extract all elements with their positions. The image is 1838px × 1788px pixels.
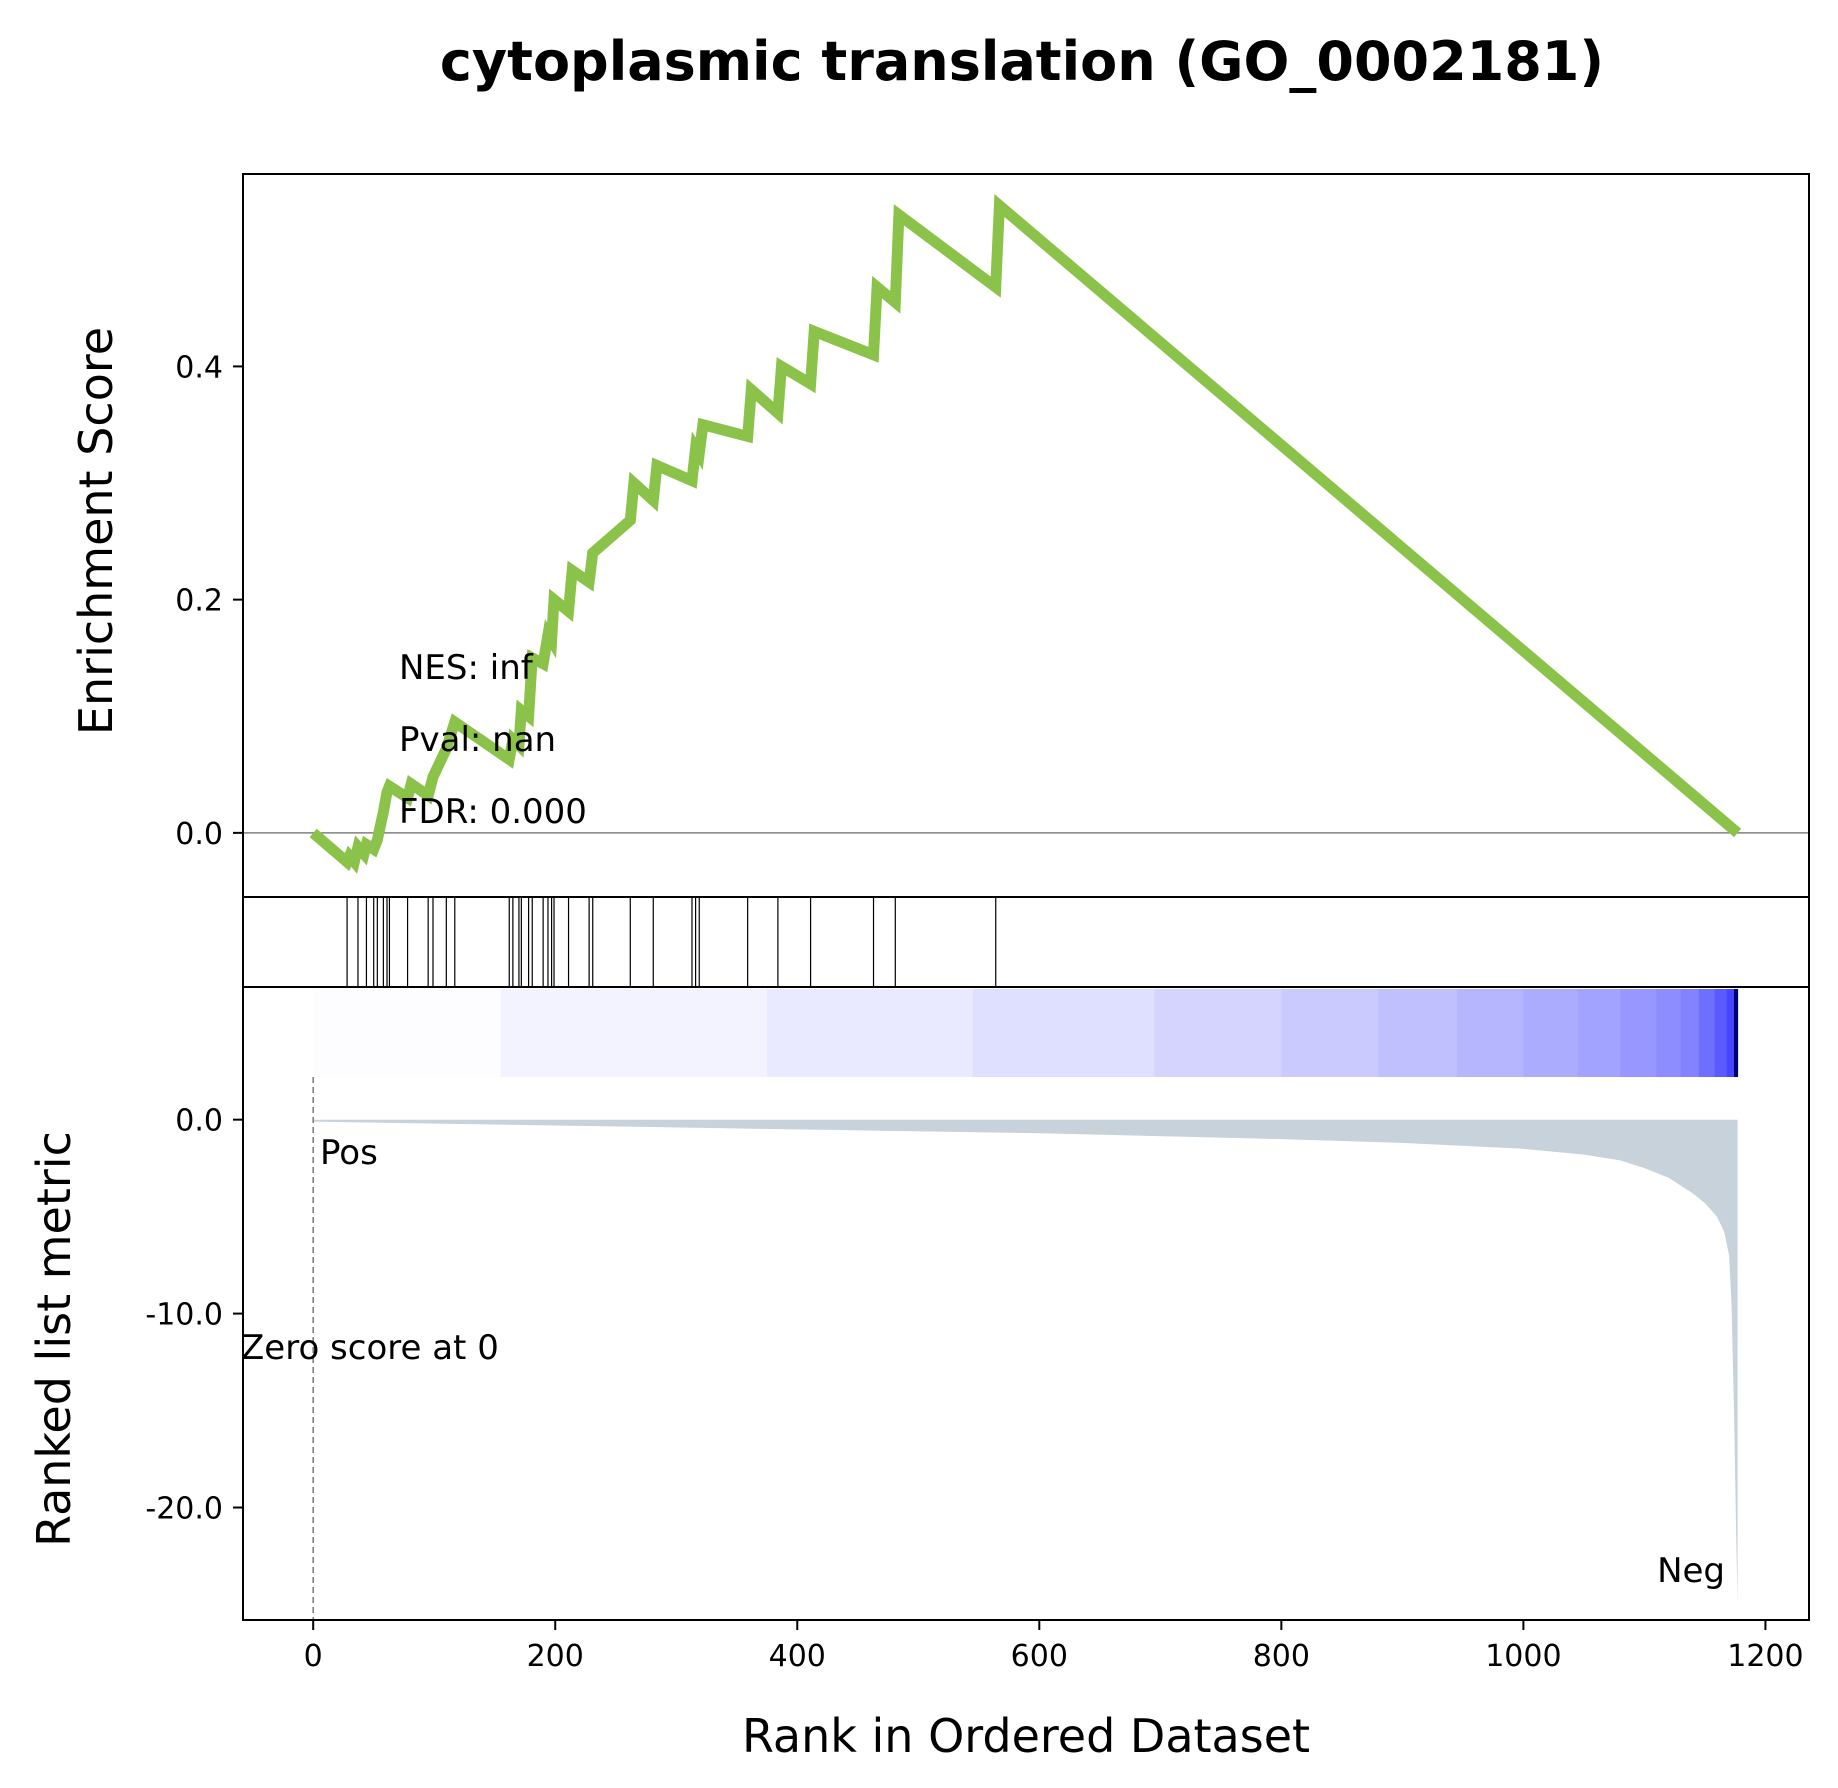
neg-label: Neg — [1657, 1551, 1725, 1591]
es-y-tick-label: 0.2 — [175, 584, 223, 619]
heatmap-segment — [972, 989, 1155, 1077]
heatmap-segment — [1378, 989, 1458, 1077]
fdr-annotation: FDR: 0.000 — [399, 792, 587, 832]
es-y-tick-label: 0.0 — [175, 817, 223, 852]
rm-y-ticks: 0.0 -10.0 -20.0 — [145, 1104, 243, 1527]
x-tick-label: 1000 — [1485, 1639, 1561, 1674]
x-tick-label: 800 — [1253, 1639, 1310, 1674]
heatmap-segment — [1656, 989, 1682, 1077]
heatmap-segment — [313, 989, 502, 1077]
heatmap-segment — [767, 989, 974, 1077]
x-axis-label: Rank in Ordered Dataset — [742, 1709, 1310, 1763]
hits-panel-frame — [242, 896, 1810, 988]
enrichment-panel: 0.00.20.4 NES: inf Pval: nan FDR: 0.000 … — [69, 173, 1810, 898]
ranked-metric-panel: Zero score at 0 Pos Neg 0.0 -10.0 -20.0 Ra… — [27, 986, 1810, 1621]
x-ticks: 0 200 400 600 800 1000 1200 — [304, 1620, 1804, 1674]
x-tick-label: 600 — [1011, 1639, 1068, 1674]
rank-heatmap — [313, 989, 1739, 1077]
es-y-ticks: 0.0 0.2 0.4 — [175, 350, 243, 852]
chart-title: cytoplasmic translation (GO_0002181) — [440, 30, 1604, 93]
rm-panel-frame — [242, 986, 1810, 1621]
nes-annotation: NES: inf — [399, 648, 534, 688]
es-panel-frame — [242, 173, 1810, 898]
rm-y-axis-label: Ranked list metric — [27, 1131, 81, 1547]
rm-y-tick-label: 0.0 — [175, 1104, 223, 1139]
heatmap-segment — [500, 989, 768, 1077]
rm-y-tick-label: -10.0 — [145, 1298, 223, 1333]
x-tick-label: 0 — [304, 1639, 323, 1674]
heatmap-segment — [1154, 989, 1282, 1077]
heatmap-segment — [1281, 989, 1379, 1077]
heatmap-segment — [1733, 989, 1739, 1077]
ranked-metric-fill — [313, 1119, 1738, 1605]
x-tick-label: 1200 — [1727, 1639, 1803, 1674]
heatmap-segment — [1726, 989, 1735, 1077]
es-y-axis-label: Enrichment Score — [69, 327, 123, 735]
heatmap-segment — [1680, 989, 1700, 1077]
enrichment-score-line — [309, 194, 1742, 874]
pval-annotation: Pval: nan — [399, 720, 556, 760]
x-tick-label: 200 — [527, 1639, 584, 1674]
heatmap-segment — [1714, 989, 1728, 1077]
es-y-tick-label: 0.4 — [175, 350, 223, 385]
hits-panel — [242, 896, 1810, 988]
heatmap-segment — [1523, 989, 1579, 1077]
heatmap-segment — [1698, 989, 1716, 1077]
x-tick-label: 400 — [769, 1639, 826, 1674]
heatmap-segment — [1456, 989, 1524, 1077]
pos-label: Pos — [320, 1133, 378, 1173]
heatmap-segment — [1577, 989, 1621, 1077]
heatmap-segment — [1620, 989, 1658, 1077]
rm-y-tick-label: -20.0 — [145, 1492, 223, 1527]
zero-score-label: Zero score at 0 — [241, 1328, 499, 1368]
